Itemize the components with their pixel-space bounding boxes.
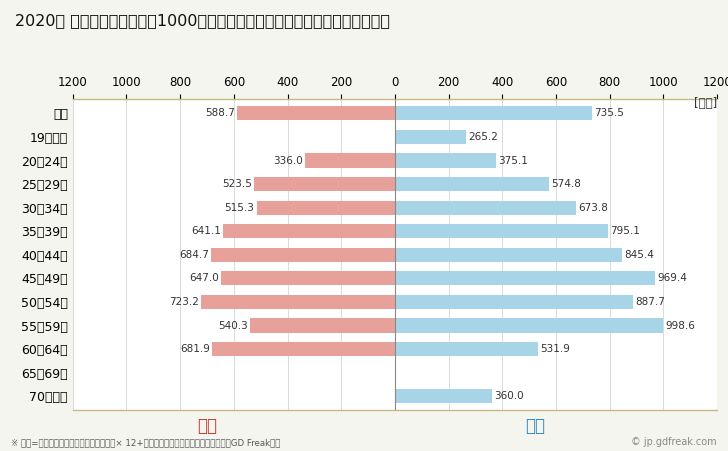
- Text: 574.8: 574.8: [551, 179, 581, 189]
- Text: ※ 年収=「きまって支給する現金給与額」× 12+「年間賞与その他特別給与額」としてGD Freak推計: ※ 年収=「きまって支給する現金給与額」× 12+「年間賞与その他特別給与額」と…: [11, 438, 280, 447]
- Text: 998.6: 998.6: [665, 321, 695, 331]
- Bar: [254, 177, 395, 191]
- Text: 523.5: 523.5: [222, 179, 253, 189]
- Text: 723.2: 723.2: [169, 297, 199, 307]
- Bar: [201, 295, 395, 309]
- Text: 735.5: 735.5: [595, 108, 625, 118]
- Text: 375.1: 375.1: [498, 156, 528, 166]
- Bar: [395, 224, 609, 238]
- Text: [万円]: [万円]: [694, 97, 717, 110]
- Bar: [221, 272, 395, 285]
- Text: © jp.gdfreak.com: © jp.gdfreak.com: [631, 437, 717, 447]
- Text: 684.7: 684.7: [179, 250, 209, 260]
- Text: 265.2: 265.2: [468, 132, 498, 142]
- Bar: [395, 201, 576, 215]
- Bar: [212, 342, 395, 356]
- Bar: [256, 201, 395, 215]
- Text: 673.8: 673.8: [578, 202, 608, 213]
- Text: 647.0: 647.0: [189, 273, 219, 283]
- Text: 531.9: 531.9: [540, 344, 570, 354]
- Bar: [395, 177, 549, 191]
- Text: 588.7: 588.7: [205, 108, 234, 118]
- Bar: [395, 153, 496, 168]
- Text: 887.7: 887.7: [636, 297, 665, 307]
- Text: 336.0: 336.0: [273, 156, 303, 166]
- Text: 360.0: 360.0: [494, 391, 523, 401]
- Bar: [395, 342, 538, 356]
- Bar: [250, 318, 395, 333]
- Bar: [211, 248, 395, 262]
- Text: 男性: 男性: [525, 417, 545, 435]
- Bar: [395, 248, 622, 262]
- Text: 969.4: 969.4: [657, 273, 687, 283]
- Text: 641.1: 641.1: [191, 226, 221, 236]
- Text: 845.4: 845.4: [624, 250, 654, 260]
- Bar: [237, 106, 395, 120]
- Text: 681.9: 681.9: [180, 344, 210, 354]
- Text: 540.3: 540.3: [218, 321, 248, 331]
- Text: 2020年 民間企業（従業者数1000人以上）フルタイム労働者の男女別平均年収: 2020年 民間企業（従業者数1000人以上）フルタイム労働者の男女別平均年収: [15, 14, 389, 28]
- Text: 女性: 女性: [197, 417, 218, 435]
- Bar: [395, 130, 466, 144]
- Bar: [395, 272, 655, 285]
- Bar: [223, 224, 395, 238]
- Text: 795.1: 795.1: [611, 226, 641, 236]
- Bar: [305, 153, 395, 168]
- Bar: [395, 106, 593, 120]
- Bar: [395, 318, 663, 333]
- Bar: [395, 295, 633, 309]
- Bar: [395, 389, 491, 403]
- Text: 515.3: 515.3: [224, 202, 255, 213]
